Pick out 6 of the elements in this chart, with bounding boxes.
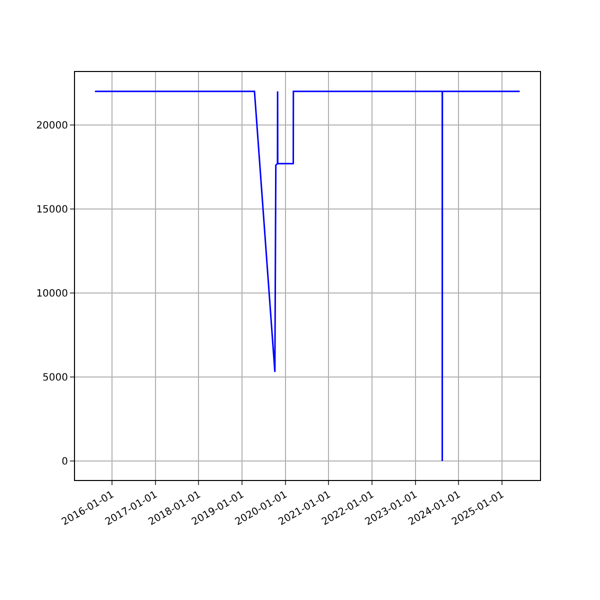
y-tick-label: 5000 xyxy=(42,372,68,384)
line-series xyxy=(94,90,520,462)
y-tick-label: 10000 xyxy=(36,288,68,300)
y-tick-label: 20000 xyxy=(36,120,68,132)
y-tick-label: 15000 xyxy=(36,204,68,216)
y-tick-label: 0 xyxy=(62,456,68,468)
